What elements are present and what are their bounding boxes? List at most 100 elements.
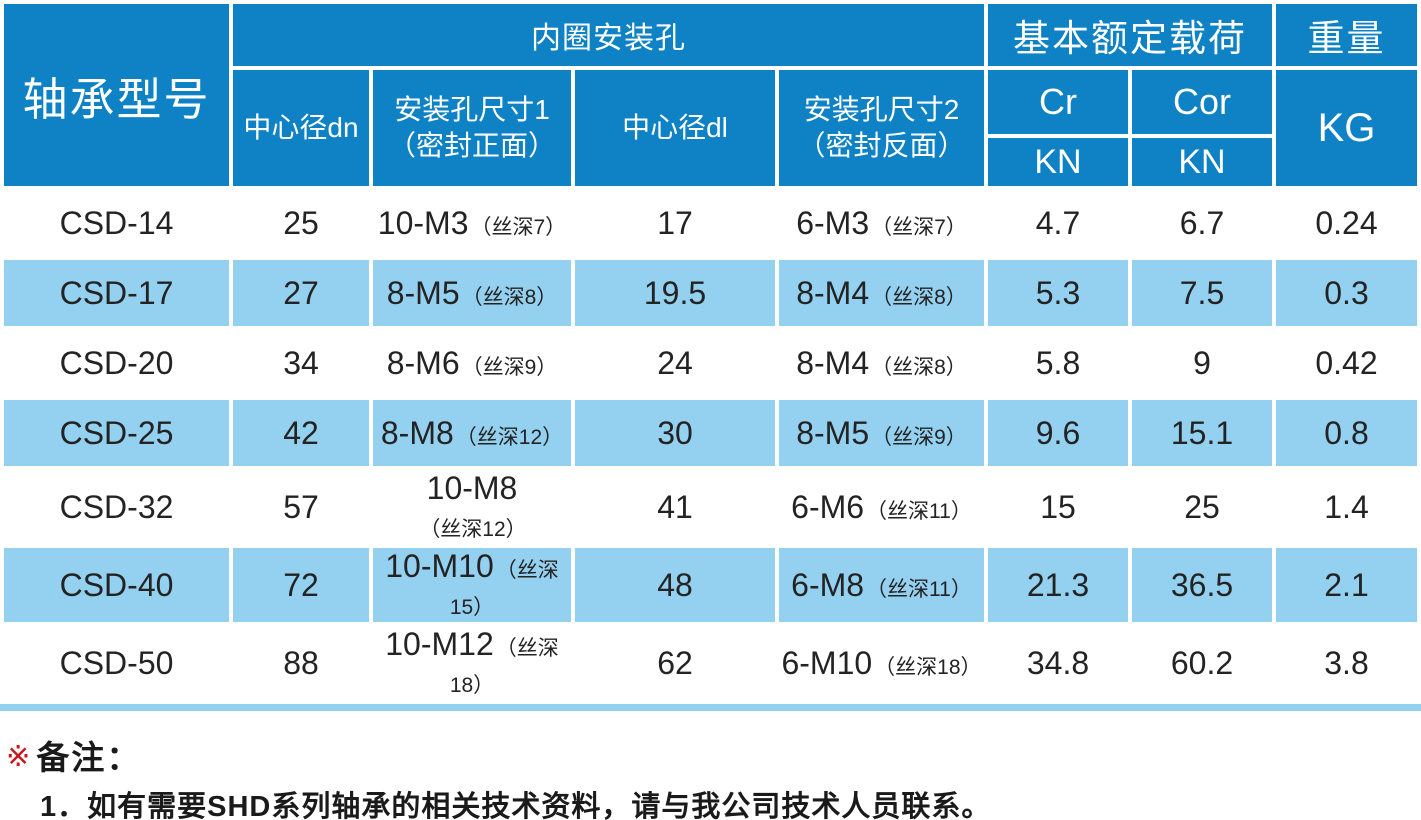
cell-model: CSD-25 [4, 400, 229, 466]
hole1-depth-note: （丝深8） [461, 285, 558, 309]
hole1-depth-note: （丝深18） [449, 637, 559, 697]
cell-cr: 21.3 [988, 548, 1128, 622]
hole1-size: 8-M6 [386, 344, 460, 381]
header-row-units: KN KN [4, 138, 1417, 186]
cell-dn: 72 [233, 548, 369, 622]
cell-dn: 25 [233, 190, 369, 256]
cell-hole2: 8-M4（丝深8） [779, 260, 984, 326]
cell-hole2: 8-M5（丝深9） [779, 400, 984, 466]
header-bearing-model: 轴承型号 [4, 4, 229, 186]
header-center-dia-dn: 中心径dn [233, 70, 369, 186]
hole2-depth-note: （丝深8） [871, 285, 967, 309]
cell-kg: 0.42 [1276, 330, 1417, 396]
cell-hole1: 8-M6（丝深9） [373, 330, 571, 396]
header-group-basic-load-rating: 基本额定载荷 [988, 4, 1272, 66]
cell-hole1: 8-M5（丝深8） [373, 260, 571, 326]
hole2-size: 6-M6 [791, 488, 865, 525]
hole1-depth-note: （丝深7） [470, 215, 567, 239]
remarks-title: ※ 备注： [6, 731, 1411, 779]
cell-dl: 19.5 [575, 260, 775, 326]
cell-cor: 6.7 [1132, 190, 1272, 256]
cell-model: CSD-17 [4, 260, 229, 326]
cell-model: CSD-50 [4, 626, 229, 700]
cell-cor: 7.5 [1132, 260, 1272, 326]
cell-hole1: 10-M3（丝深7） [373, 190, 571, 256]
header-row-subcolumns: 中心径dn 安装孔尺寸1 （密封正面） 中心径dl 安装孔尺寸2 （密封反面） … [4, 70, 1417, 186]
cell-cr: 34.8 [988, 626, 1128, 700]
table-bottom-rule [0, 704, 1421, 711]
hole1-depth-note: （丝深12） [455, 425, 564, 449]
header-unit-kn-cr: KN [988, 138, 1128, 186]
hole1-size: 8-M5 [386, 274, 460, 311]
table-row-csd-17: CSD-17 27 8-M5（丝深8） 19.5 8-M4（丝深8） 5.3 7… [4, 260, 1417, 326]
table-row-csd-25: CSD-25 42 8-M8（丝深12） 30 8-M5（丝深9） 9.6 15… [4, 400, 1417, 466]
cell-cr: 5.8 [988, 330, 1128, 396]
cell-hole1: 8-M8（丝深12） [373, 400, 571, 466]
cell-cor: 60.2 [1132, 626, 1272, 700]
hole1-size: 10-M8 [426, 470, 518, 506]
cell-cr: 15 [988, 470, 1128, 544]
table-row-csd-40: CSD-40 72 10-M10（丝深15） 48 6-M8（丝深11） 21.… [4, 548, 1417, 622]
remarks-title-text: 备注： [36, 739, 142, 776]
cell-model: CSD-32 [4, 470, 229, 544]
hole1-depth-note: （丝深15） [449, 559, 559, 619]
hole1-depth-note: （丝深12） [419, 518, 527, 541]
cell-cr: 9.6 [988, 400, 1128, 466]
remarks-section: ※备注： 1．如有需要SHD系列轴承的相关技术资料，请与我公司技术人员联系。 2… [0, 711, 1421, 820]
cell-model: CSD-20 [4, 330, 229, 396]
cell-cr: 4.7 [988, 190, 1128, 256]
hole2-depth-note: （丝深11） [866, 577, 972, 601]
cell-hole2: 6-M8（丝深11） [779, 548, 984, 622]
cell-dn: 34 [233, 330, 369, 396]
header-hole-size-1: 安装孔尺寸1 （密封正面） [373, 70, 571, 186]
header-unit-kn-cor: KN [1132, 138, 1272, 186]
cell-dl: 48 [575, 548, 775, 622]
cell-dl: 41 [575, 470, 775, 544]
cell-hole2: 6-M10（丝深18） [779, 626, 984, 700]
cell-kg: 0.8 [1276, 400, 1417, 466]
hole1-size: 10-M3 [377, 204, 469, 241]
cell-cr: 5.3 [988, 260, 1128, 326]
cell-hole2: 8-M4（丝深8） [779, 330, 984, 396]
hole2-depth-note: （丝深8） [871, 355, 967, 379]
cell-kg: 0.3 [1276, 260, 1417, 326]
cell-hole1: 10-M10（丝深15） [373, 548, 571, 622]
cell-model: CSD-40 [4, 548, 229, 622]
hole2-size: 6-M10 [781, 644, 873, 681]
header-unit-kg: KG [1276, 70, 1417, 186]
cell-cor: 36.5 [1132, 548, 1272, 622]
cell-cor: 9 [1132, 330, 1272, 396]
cell-dl: 30 [575, 400, 775, 466]
cell-dl: 62 [575, 626, 775, 700]
reference-mark-icon: ※ [6, 741, 33, 773]
cell-hole1: 10-M8 （丝深12） [373, 470, 571, 544]
cell-cor: 15.1 [1132, 400, 1272, 466]
cell-dn: 42 [233, 400, 369, 466]
cell-dl: 24 [575, 330, 775, 396]
header-row-groups: 轴承型号 内圈安装孔 基本额定载荷 重量 [4, 4, 1417, 186]
hole2-depth-note: （丝深18） [874, 655, 982, 679]
header-cr: Cr [988, 70, 1128, 134]
cell-model: CSD-14 [4, 190, 229, 256]
header-hole-size-2: 安装孔尺寸2 （密封反面） [779, 70, 984, 186]
header-hole-size-2-line2: （密封反面） [797, 130, 966, 161]
header-cor: Cor [1132, 70, 1272, 134]
remark-item-1: 1．如有需要SHD系列轴承的相关技术资料，请与我公司技术人员联系。 [40, 791, 992, 820]
header-hole-size-1-line2: （密封正面） [387, 130, 556, 161]
cell-kg: 1.4 [1276, 470, 1417, 544]
hole2-size: 6-M3 [796, 204, 870, 241]
cell-dn: 88 [233, 626, 369, 700]
cell-dn: 57 [233, 470, 369, 544]
cell-kg: 0.24 [1276, 190, 1417, 256]
hole2-size: 8-M5 [796, 414, 870, 451]
hole1-size: 8-M8 [380, 414, 454, 451]
cell-kg: 2.1 [1276, 548, 1417, 622]
table-row-csd-50: CSD-50 88 10-M12（丝深18） 62 6-M10（丝深18） 34… [4, 626, 1417, 700]
bearing-spec-table: 轴承型号 内圈安装孔 基本额定载荷 重量 中心径dn 安装孔尺寸1 （密封正面）… [4, 4, 1417, 700]
cell-dl: 17 [575, 190, 775, 256]
cell-hole2: 6-M6（丝深11） [779, 470, 984, 544]
hole2-depth-note: （丝深9） [871, 425, 967, 449]
table-row-csd-20: CSD-20 34 8-M6（丝深9） 24 8-M4（丝深8） 5.8 9 0… [4, 330, 1417, 396]
hole1-depth-note: （丝深9） [461, 355, 558, 379]
